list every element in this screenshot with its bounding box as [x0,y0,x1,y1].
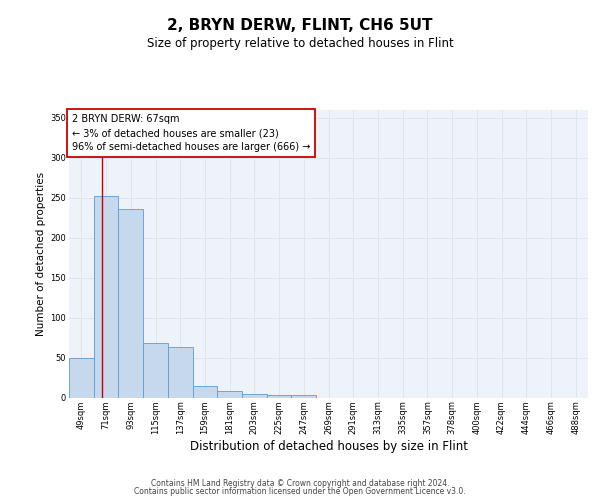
Y-axis label: Number of detached properties: Number of detached properties [36,172,46,336]
Bar [94,196,118,398]
Text: 2, BRYN DERW, FLINT, CH6 5UT: 2, BRYN DERW, FLINT, CH6 5UT [167,18,433,32]
Bar [267,395,292,398]
Bar [168,347,193,398]
Bar [193,386,217,398]
Text: Contains public sector information licensed under the Open Government Licence v3: Contains public sector information licen… [134,487,466,496]
Text: Size of property relative to detached houses in Flint: Size of property relative to detached ho… [146,38,454,51]
Bar [242,394,267,398]
Bar [292,395,316,398]
Bar [69,358,94,398]
Bar [143,343,168,398]
Text: Contains HM Land Registry data © Crown copyright and database right 2024.: Contains HM Land Registry data © Crown c… [151,478,449,488]
Bar [217,391,242,398]
X-axis label: Distribution of detached houses by size in Flint: Distribution of detached houses by size … [190,440,467,453]
Bar [118,209,143,398]
Text: 2 BRYN DERW: 67sqm
← 3% of detached houses are smaller (23)
96% of semi-detached: 2 BRYN DERW: 67sqm ← 3% of detached hous… [71,114,310,152]
